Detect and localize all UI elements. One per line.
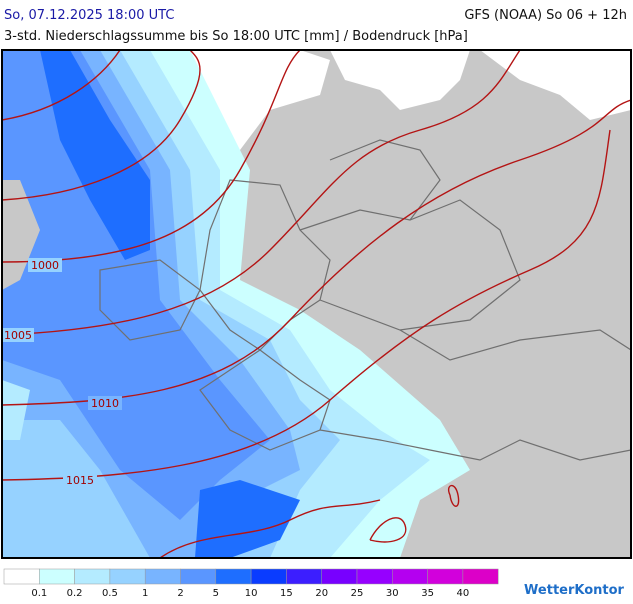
legend-label: 30 xyxy=(386,588,399,599)
map: 1000 1005 1010 1015 xyxy=(1,49,632,559)
legend: 0.1 0.2 0.5 1 2 5 10 15 20 25 30 35 40 xyxy=(3,568,499,599)
legend-label: 0.2 xyxy=(67,588,83,599)
legend-swatch xyxy=(427,568,464,585)
legend-label: 0.5 xyxy=(102,588,118,599)
legend-label: 0.1 xyxy=(31,588,47,599)
legend-label: 15 xyxy=(280,588,293,599)
legend-swatch xyxy=(39,568,75,585)
legend-label: 40 xyxy=(457,588,470,599)
legend-swatch xyxy=(462,568,499,585)
legend-swatch xyxy=(392,568,428,585)
legend-swatch xyxy=(215,568,252,585)
legend-label: 5 xyxy=(213,588,219,599)
isobar-label: 1015 xyxy=(66,474,94,487)
legend-swatch xyxy=(144,568,181,585)
legend-swatch xyxy=(321,568,358,585)
model: GFS (NOAA) So 06 + 12h xyxy=(464,8,627,23)
legend-swatch xyxy=(286,568,322,585)
legend-swatch xyxy=(3,568,40,585)
legend-label: 35 xyxy=(421,588,434,599)
legend-label: 2 xyxy=(177,588,183,599)
legend-label: 25 xyxy=(351,588,364,599)
legend-label: 20 xyxy=(315,588,328,599)
legend-swatch xyxy=(356,568,393,585)
legend-label: 10 xyxy=(245,588,258,599)
subtitle: 3-std. Niederschlagssumme bis So 18:00 U… xyxy=(4,29,468,44)
legend-label: 1 xyxy=(142,588,148,599)
logo: WetterKontor xyxy=(524,583,625,598)
legend-swatch xyxy=(109,568,146,585)
legend-swatch xyxy=(180,568,217,585)
legend-swatch xyxy=(250,568,287,585)
isobar-label: 1005 xyxy=(4,329,32,342)
isobar-label: 1010 xyxy=(91,397,119,410)
isobar-label: 1000 xyxy=(31,259,59,272)
legend-swatch xyxy=(74,568,111,585)
datetime: So, 07.12.2025 18:00 UTC xyxy=(4,8,174,23)
